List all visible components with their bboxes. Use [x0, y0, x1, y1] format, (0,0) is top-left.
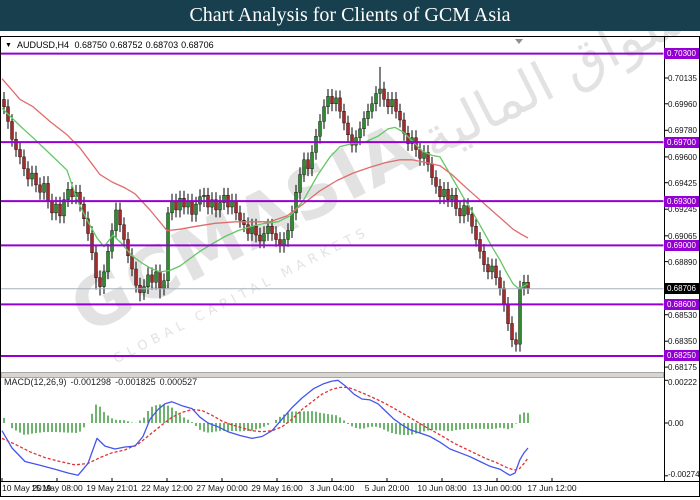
price-tick-label: 0.69245: [668, 205, 697, 215]
macd-scale-label: 0.00: [668, 419, 684, 428]
page-title: Chart Analysis for Clients of GCM Asia: [189, 4, 511, 26]
time-tick-label: 27 May 00:00: [196, 483, 248, 493]
time-tick-label: 15 May 08:00: [31, 483, 83, 493]
ohlc-low: 0.68703: [145, 40, 179, 50]
price-level-tag: 0.69700: [664, 136, 699, 148]
price-tick-label: 0.69065: [668, 231, 697, 241]
time-tick-label: 19 May 21:01: [86, 483, 138, 493]
time-tick-label: 5 Jun 20:00: [364, 483, 410, 493]
price-tick-label: 0.68890: [668, 257, 697, 267]
price-tick-label: 0.69960: [668, 99, 697, 109]
ohlc-high: 0.68752: [110, 40, 143, 50]
time-tick-label: 29 May 16:00: [251, 483, 303, 493]
price-tick-label: 0.68530: [668, 310, 697, 320]
price-level-tag: 0.69000: [664, 239, 699, 251]
ohlc-open: 0.68750: [74, 40, 108, 50]
price-level-tag: 0.70300: [664, 48, 699, 60]
price-tick-label: 0.68175: [668, 363, 697, 373]
symbol-ohlc-label: ▼ AUDUSD,H4 0.68750 0.68752 0.68703 0.68706: [5, 40, 217, 50]
price-tick-label: 0.69600: [668, 152, 697, 162]
price-tick-label: 0.69425: [668, 178, 697, 188]
time-tick-label: 10 Jun 08:00: [417, 483, 467, 493]
time-tick-label: 10 May 2019: [2, 483, 52, 493]
time-tick-label: 17 Jun 12:00: [527, 483, 577, 493]
macd-name: MACD(12,26,9): [4, 377, 67, 387]
macd-value-signal: -0.001825: [115, 377, 156, 387]
macd-scale-label: 0.00222: [668, 378, 697, 387]
symbol-name: AUDUSD,H4: [16, 40, 69, 50]
time-tick-label: 3 Jun 04:00: [309, 483, 355, 493]
macd-value-main: -0.001298: [70, 377, 112, 387]
price-axis[interactable]: 0.70135 0.69960 0.69780 0.69600 0.69425 0.692…: [664, 0, 700, 500]
triangle-down-icon: ▼: [5, 42, 12, 49]
macd-value-hist: 0.000527: [159, 377, 198, 387]
time-tick-label: 13 Jun 00:00: [472, 483, 522, 493]
time-axis[interactable]: 10 May 2019 15 May 08:00 19 May 21:01 22 Ma…: [0, 483, 700, 497]
price-level-tag: 0.68600: [664, 298, 699, 310]
price-tick-label: 0.70135: [668, 73, 697, 83]
time-tick-label: 22 May 12:00: [141, 483, 193, 493]
current-price-tag: 0.68706: [664, 283, 699, 295]
macd-indicator-label: MACD(12,26,9) -0.001298 -0.001825 0.000527: [4, 377, 201, 387]
price-tick-label: 0.69780: [668, 126, 697, 136]
macd-scale-label: -0.002748: [668, 470, 700, 479]
ohlc-close: 0.68706: [181, 40, 214, 50]
price-tick-label: 0.68350: [668, 337, 697, 347]
price-level-tag: 0.69300: [664, 195, 699, 207]
title-bar: Chart Analysis for Clients of GCM Asia: [0, 0, 700, 31]
price-level-tag: 0.68250: [664, 350, 699, 362]
